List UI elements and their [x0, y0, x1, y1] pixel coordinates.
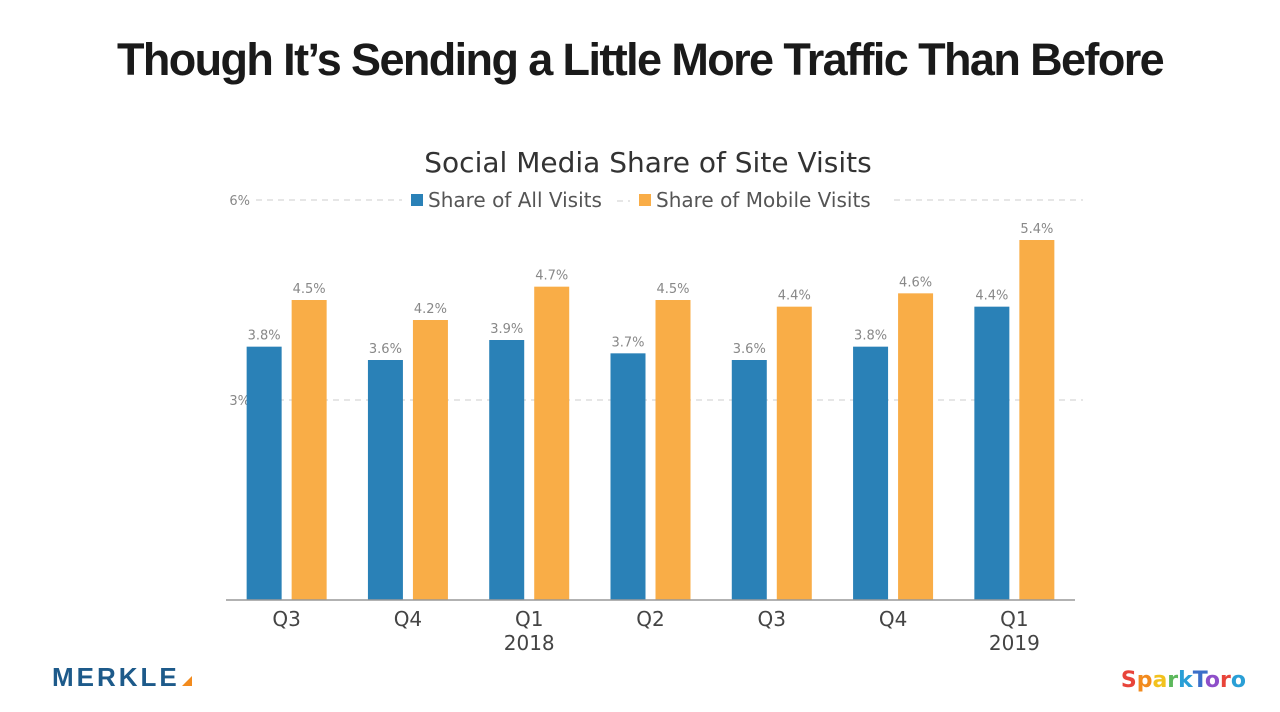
bar	[655, 300, 691, 600]
x-tick-label: Q4	[879, 607, 907, 631]
sparktoro-logo: SparkToro	[1121, 668, 1246, 693]
data-label: 3.9%	[490, 322, 523, 337]
bar	[853, 346, 889, 600]
data-label: 4.4%	[778, 289, 811, 304]
x-tick-label: Q4	[394, 607, 422, 631]
bar	[534, 286, 570, 600]
bar	[731, 360, 767, 600]
y-tick-label: 6%	[229, 194, 250, 209]
bar	[367, 360, 403, 600]
legend-swatch	[639, 194, 651, 206]
bar	[610, 353, 646, 600]
sparktoro-logo-letter: r	[1220, 668, 1231, 693]
bar	[246, 346, 282, 600]
bar	[1019, 240, 1055, 600]
data-label: 4.4%	[975, 289, 1008, 304]
data-label: 3.6%	[369, 342, 402, 357]
sparktoro-logo-letter: o	[1230, 668, 1246, 693]
merkle-logo-mark	[181, 676, 192, 686]
bar	[291, 300, 327, 600]
bar	[412, 320, 448, 600]
legend-label: Share of All Visits	[428, 188, 602, 212]
chart-title: Social Media Share of Site Visits	[424, 146, 871, 179]
sparktoro-logo-letter: p	[1136, 668, 1153, 693]
data-label: 4.6%	[899, 275, 932, 290]
slide-title: Though It’s Sending a Little More Traffi…	[116, 34, 1165, 85]
sparktoro-logo-letter: o	[1204, 668, 1221, 693]
data-label: 4.5%	[656, 282, 689, 297]
sparktoro-logo-letter: a	[1152, 668, 1168, 693]
x-tick-label: Q3	[758, 607, 786, 631]
data-label: 4.5%	[293, 282, 326, 297]
data-label: 4.7%	[535, 269, 568, 284]
x-tick-sublabel: 2019	[989, 631, 1040, 655]
bar	[489, 340, 525, 600]
data-label: 3.8%	[248, 329, 281, 344]
bar	[974, 306, 1010, 600]
merkle-logo: MERKLE	[52, 662, 192, 693]
legend-swatch	[411, 194, 423, 206]
data-label: 3.7%	[611, 335, 644, 350]
x-tick-sublabel: 2018	[504, 631, 555, 655]
x-tick-label: Q3	[272, 607, 300, 631]
x-tick-label: Q1	[1000, 607, 1028, 631]
sparktoro-logo-letter: k	[1178, 668, 1193, 693]
sparktoro-logo-letter: T	[1192, 668, 1205, 693]
bar	[776, 306, 812, 600]
data-label: 3.8%	[854, 329, 887, 344]
bars: 3.8% 4.5% 3.6% 4.2% 3.9% 4.7% 3.7% 4.5% 3.6% 4.4%…	[246, 222, 1055, 600]
y-tick-label: 3%	[229, 394, 250, 409]
x-tick-label: Q1	[515, 607, 543, 631]
legend: Share of All Visits Share of Mobile Visit…	[402, 186, 892, 212]
x-tick-label: Q2	[636, 607, 664, 631]
bar	[898, 293, 934, 600]
merkle-logo-text: MERKLE	[52, 662, 180, 692]
sparktoro-logo-letter: r	[1167, 668, 1179, 693]
data-label: 5.4%	[1020, 222, 1053, 237]
data-label: 3.6%	[733, 342, 766, 357]
legend-label: Share of Mobile Visits	[656, 188, 871, 212]
data-label: 4.2%	[414, 302, 447, 317]
sparktoro-logo-letter: S	[1120, 668, 1137, 693]
